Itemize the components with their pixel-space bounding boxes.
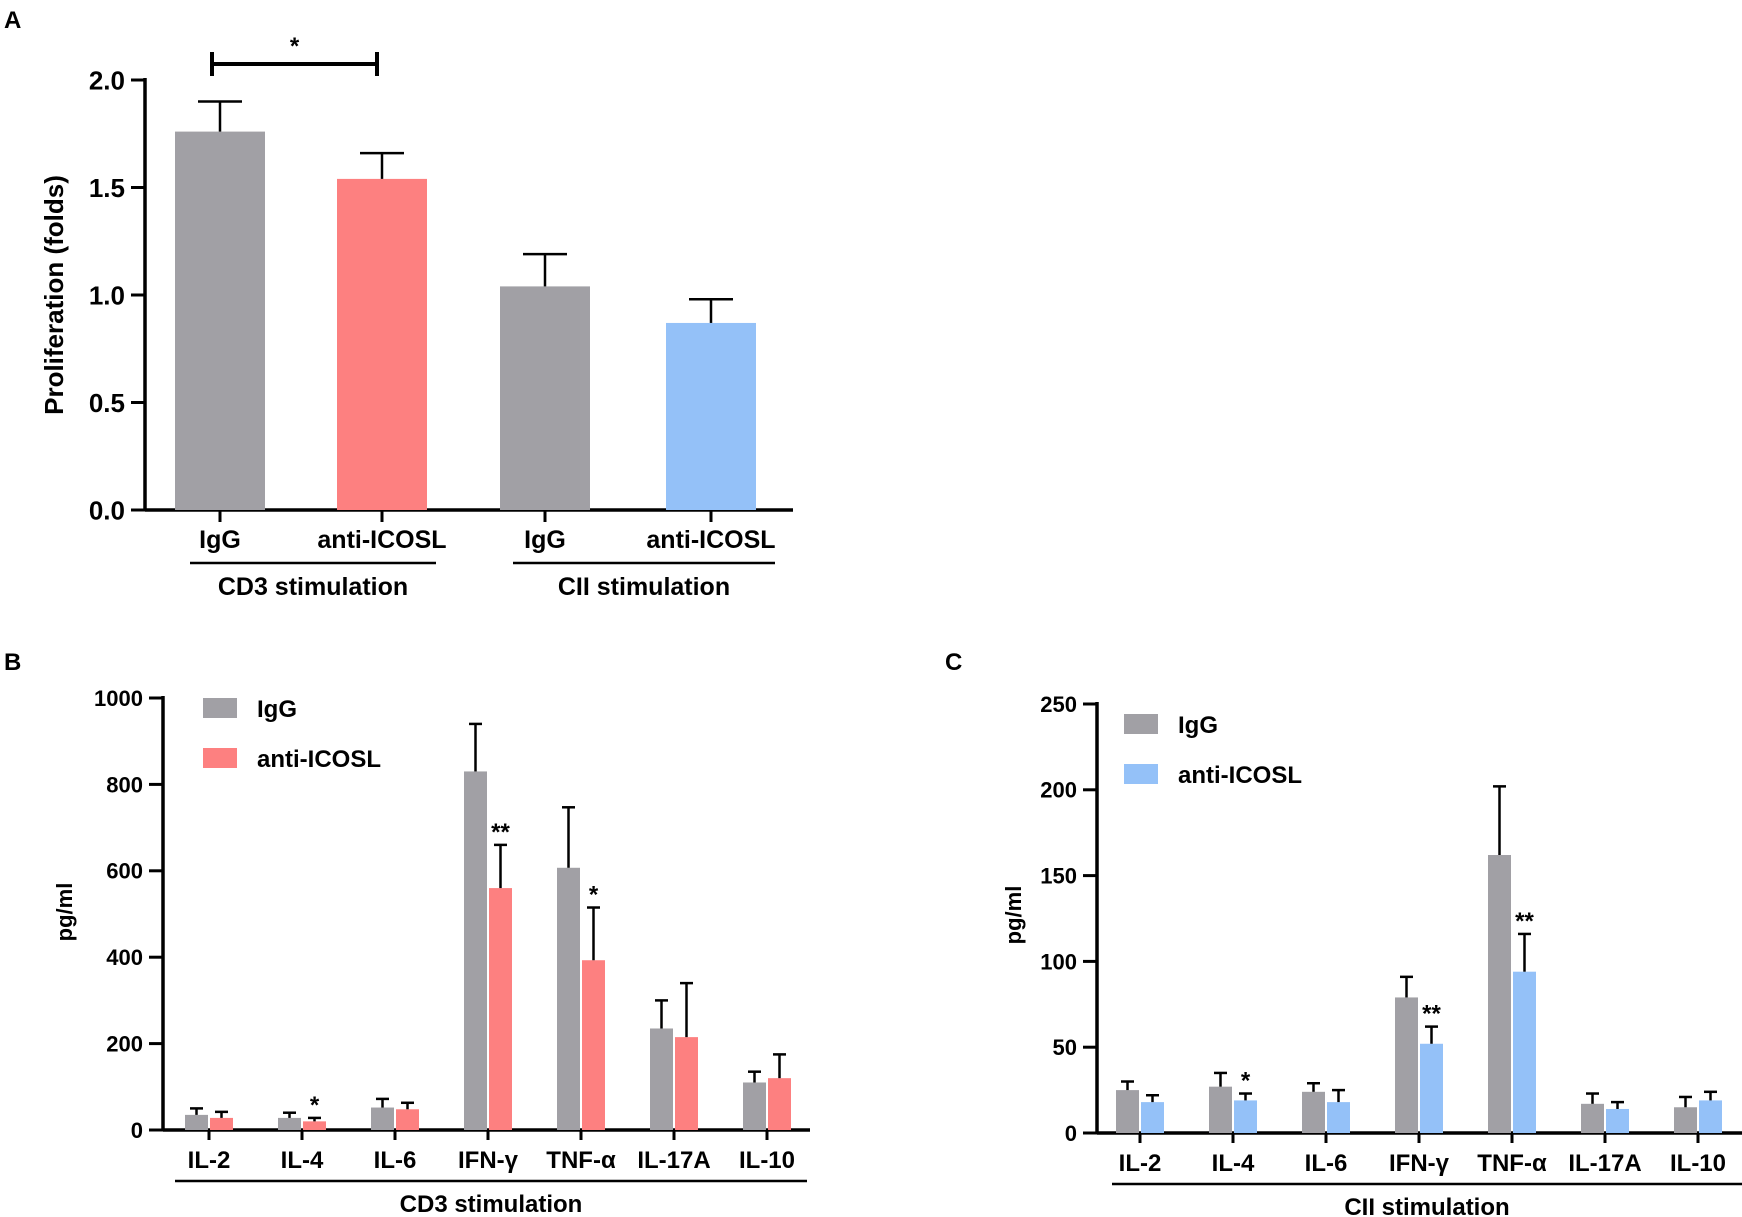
panel-c-bar [1606,1108,1629,1133]
panel-b-bar [489,888,512,1130]
panel-c-bar [1674,1107,1697,1133]
panel-b-significance-star: * [310,1092,320,1119]
panel-b-legend-swatch [203,748,237,768]
panel-c-significance-star: * [1241,1068,1251,1095]
panel-b-y-tick-label: 1000 [94,686,143,711]
panel-c-legend-label: IgG [1178,712,1218,739]
panel-c-x-tick-label: IL-6 [1305,1150,1348,1177]
panel-b-bar [582,960,605,1130]
panel-b-x-tick-label: IL-17A [637,1147,710,1174]
panel-b-x-tick-label: IL-4 [281,1147,324,1174]
panel-c-bar [1488,855,1511,1133]
panel-a-y-tick-label: 0.0 [89,495,125,525]
panel-c-y-tick-label: 0 [1065,1121,1077,1146]
panel-a-y-tick-label: 1.0 [89,280,125,310]
panel-b-bar [210,1117,233,1130]
panel-b-x-tick-label: IL-2 [188,1147,231,1174]
panel-b-significance-star: * [589,882,599,909]
panel-b-x-tick-label: IL-10 [739,1147,795,1174]
panel-b-y-axis-label: pg/ml [52,883,77,942]
panel-c-bar [1116,1090,1139,1133]
panel-a-bar [337,178,427,510]
panel-b-x-tick-label: IFN-γ [458,1147,519,1174]
panel-a-group-label: CII stimulation [558,573,730,601]
panel-a-bar [500,286,590,510]
panel-c-bar [1234,1100,1257,1133]
panel-c-bar [1699,1100,1722,1133]
panel-b-bar [768,1078,791,1130]
panel-c-bar [1420,1043,1443,1133]
panel-a-x-tick-label: IgG [524,526,566,554]
panel-b-bar [371,1107,394,1130]
panel-b-legend-label: IgG [257,696,297,723]
panel-b-bar [557,867,580,1130]
panel-c-bar [1581,1103,1604,1133]
panel-b-significance-star: ** [491,819,510,846]
panel-a-y-axis-label: Proliferation (folds) [39,175,69,415]
panel-b-y-tick-label: 600 [106,859,143,884]
panel-c-y-tick-label: 150 [1040,864,1077,889]
panel-a-x-tick-label: anti-ICOSL [646,526,775,554]
panel-a-y-tick-label: 2.0 [89,65,125,95]
panel-c-x-axis-label: CII stimulation [1344,1194,1509,1217]
panel-c-y-axis-label: pg/ml [1001,886,1026,945]
panel-b-label: B [4,649,21,676]
panel-a-chart: 0.0 0.5 1.0 1.5 2.0 Proliferation (folds) IgG a… [39,33,793,601]
panel-b-x-tick-label: IL-6 [374,1147,417,1174]
panel-a-label: A [4,7,21,34]
panel-a-y-tick-label: 1.5 [89,173,125,203]
panel-b-legend-swatch [203,698,237,718]
panel-c-bar [1327,1102,1350,1133]
panel-c-legend-swatch [1124,764,1158,784]
panel-b-chart: 0 200 400 600 800 1000 pg/ml IL-2 IL-4 IL-6 IFN-γ T… [52,686,810,1217]
panel-b-bar [464,771,487,1130]
panel-b-bar [303,1121,326,1130]
panel-b-bar [743,1082,766,1130]
panel-c-significance-star: ** [1422,1001,1441,1028]
panel-b-x-axis-label: CD3 stimulation [400,1191,583,1217]
panel-c-y-tick-label: 250 [1040,692,1077,717]
panel-c-x-tick-label: IL-4 [1212,1150,1255,1177]
panel-b-bar [396,1109,419,1130]
panel-c-label: C [945,649,962,676]
panel-a-x-tick-label: anti-ICOSL [317,526,446,554]
panel-c-x-tick-label: IL-17A [1568,1150,1641,1177]
panel-b-y-tick-label: 0 [131,1118,143,1143]
panel-c-x-tick-label: IFN-γ [1389,1150,1450,1177]
panel-c-chart: 0 50 100 150 200 250 pg/ml IL-2 IL-4 IL-6 IFN-γ TNF… [1001,692,1742,1217]
panel-c-bar [1513,971,1536,1133]
panel-c-y-tick-label: 50 [1053,1035,1077,1060]
panel-c-legend-label: anti-ICOSL [1178,762,1302,789]
panel-b-bar [185,1114,208,1130]
panel-c-bar [1395,997,1418,1133]
panel-b-y-tick-label: 200 [106,1032,143,1057]
panel-c-y-tick-label: 200 [1040,778,1077,803]
panel-a-bar [175,131,265,510]
panel-a-y-tick-label: 0.5 [89,388,125,418]
panel-a-significance-star: * [290,33,300,60]
panel-b-bar [278,1117,301,1130]
panel-b-legend-label: anti-ICOSL [257,746,381,773]
panel-b-y-tick-label: 400 [106,945,143,970]
panel-c-bar [1209,1086,1232,1133]
panel-c-bar [1141,1102,1164,1133]
panel-b-bar [675,1037,698,1130]
panel-c-significance-star: ** [1515,908,1534,935]
panel-c-x-tick-label: IL-2 [1119,1150,1162,1177]
panel-b-x-tick-label: TNF-α [546,1147,616,1174]
panel-a-x-tick-label: IgG [199,526,241,554]
panel-c-bar [1302,1091,1325,1133]
panel-a-group-label: CD3 stimulation [218,573,408,601]
panel-c-x-tick-label: TNF-α [1477,1150,1547,1177]
panel-c-legend-swatch [1124,714,1158,734]
panel-c-x-tick-label: IL-10 [1670,1150,1726,1177]
panel-b-bar [650,1028,673,1130]
panel-c-y-tick-label: 100 [1040,949,1077,974]
panel-b-y-tick-label: 800 [106,772,143,797]
panel-a-bar [666,322,756,510]
